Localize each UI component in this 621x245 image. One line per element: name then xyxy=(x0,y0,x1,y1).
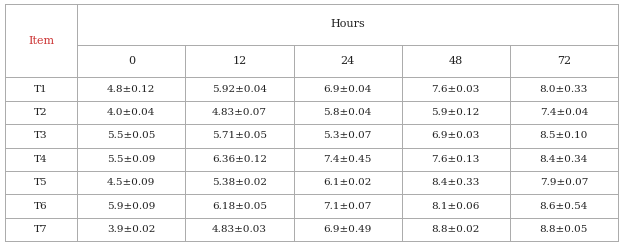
Text: T4: T4 xyxy=(34,155,48,164)
Text: 7.9±0.07: 7.9±0.07 xyxy=(540,178,588,187)
Text: T3: T3 xyxy=(34,131,48,140)
Text: Item: Item xyxy=(28,36,54,46)
Text: 5.92±0.04: 5.92±0.04 xyxy=(212,85,267,94)
Text: 8.4±0.33: 8.4±0.33 xyxy=(432,178,480,187)
Text: 7.4±0.04: 7.4±0.04 xyxy=(540,108,588,117)
Text: 6.9±0.03: 6.9±0.03 xyxy=(432,131,480,140)
Text: 7.4±0.45: 7.4±0.45 xyxy=(324,155,372,164)
Text: 5.5±0.05: 5.5±0.05 xyxy=(107,131,155,140)
Text: 5.38±0.02: 5.38±0.02 xyxy=(212,178,267,187)
Text: 6.18±0.05: 6.18±0.05 xyxy=(212,202,267,211)
Text: 4.0±0.04: 4.0±0.04 xyxy=(107,108,155,117)
Text: 8.8±0.05: 8.8±0.05 xyxy=(540,225,588,234)
Text: 7.6±0.03: 7.6±0.03 xyxy=(432,85,480,94)
Text: 5.3±0.07: 5.3±0.07 xyxy=(324,131,372,140)
Text: 5.9±0.12: 5.9±0.12 xyxy=(432,108,480,117)
Text: 5.8±0.04: 5.8±0.04 xyxy=(324,108,372,117)
Text: 7.1±0.07: 7.1±0.07 xyxy=(324,202,372,211)
Text: 48: 48 xyxy=(448,56,463,66)
Text: 8.6±0.54: 8.6±0.54 xyxy=(540,202,588,211)
Text: 4.83±0.03: 4.83±0.03 xyxy=(212,225,267,234)
Text: 6.1±0.02: 6.1±0.02 xyxy=(324,178,372,187)
Text: 0: 0 xyxy=(128,56,135,66)
Text: 6.9±0.04: 6.9±0.04 xyxy=(324,85,372,94)
Text: 8.5±0.10: 8.5±0.10 xyxy=(540,131,588,140)
Text: 3.9±0.02: 3.9±0.02 xyxy=(107,225,155,234)
Text: Hours: Hours xyxy=(330,19,365,29)
Text: 12: 12 xyxy=(232,56,247,66)
Text: 8.1±0.06: 8.1±0.06 xyxy=(432,202,480,211)
Text: 72: 72 xyxy=(557,56,571,66)
Text: 8.8±0.02: 8.8±0.02 xyxy=(432,225,480,234)
Text: 24: 24 xyxy=(340,56,355,66)
Text: 6.36±0.12: 6.36±0.12 xyxy=(212,155,267,164)
Text: 5.9±0.09: 5.9±0.09 xyxy=(107,202,155,211)
Text: 5.5±0.09: 5.5±0.09 xyxy=(107,155,155,164)
Text: 6.9±0.49: 6.9±0.49 xyxy=(324,225,372,234)
Text: T7: T7 xyxy=(34,225,48,234)
Text: T5: T5 xyxy=(34,178,48,187)
Text: 4.8±0.12: 4.8±0.12 xyxy=(107,85,155,94)
Text: 8.0±0.33: 8.0±0.33 xyxy=(540,85,588,94)
Text: 4.5±0.09: 4.5±0.09 xyxy=(107,178,155,187)
Text: 8.4±0.34: 8.4±0.34 xyxy=(540,155,588,164)
Text: 4.83±0.07: 4.83±0.07 xyxy=(212,108,267,117)
Text: T1: T1 xyxy=(34,85,48,94)
Text: 5.71±0.05: 5.71±0.05 xyxy=(212,131,267,140)
Text: T6: T6 xyxy=(34,202,48,211)
Text: T2: T2 xyxy=(34,108,48,117)
Text: 7.6±0.13: 7.6±0.13 xyxy=(432,155,480,164)
